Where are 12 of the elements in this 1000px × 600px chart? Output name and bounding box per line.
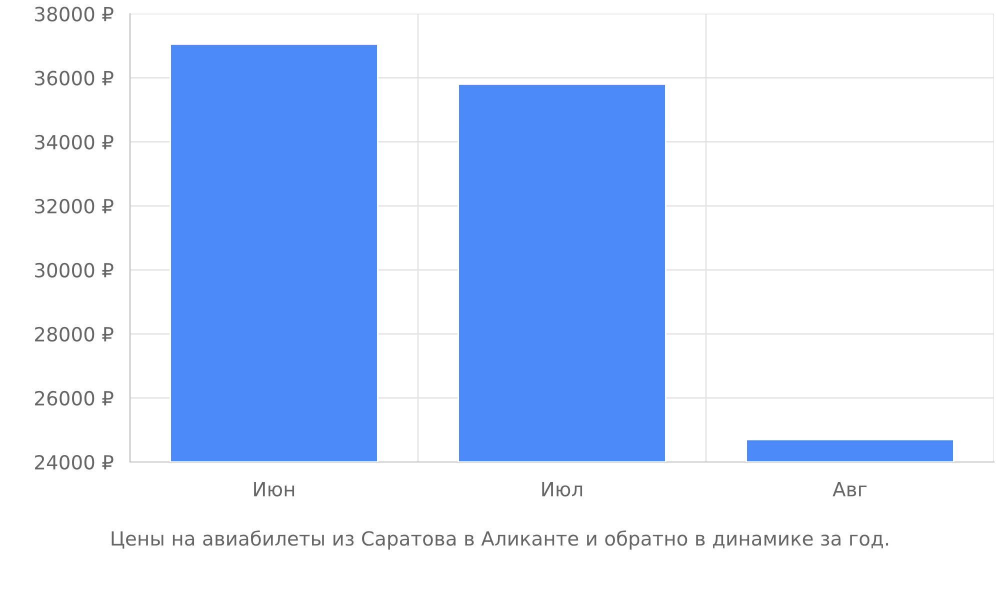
y-tick-label: 32000 ₽	[35, 198, 114, 214]
x-tick-label: Авг	[832, 482, 867, 496]
y-tick-label: 36000 ₽	[35, 70, 114, 86]
y-tick-label: 28000 ₽	[35, 326, 114, 342]
y-tick-label: 24000 ₽	[35, 454, 114, 470]
x-tick-label: Июл	[542, 482, 582, 496]
y-tick-label: 30000 ₽	[35, 262, 114, 278]
y-tick-label: 34000 ₽	[35, 134, 114, 150]
y-tick-label: 38000 ₽	[35, 6, 114, 22]
y-tick-label: 26000 ₽	[35, 390, 114, 406]
x-tick-label: Июн	[254, 482, 294, 496]
text: Цены на авиабилеты из Саратова в Аликанте и обратно в динамике за год.	[112, 530, 888, 550]
